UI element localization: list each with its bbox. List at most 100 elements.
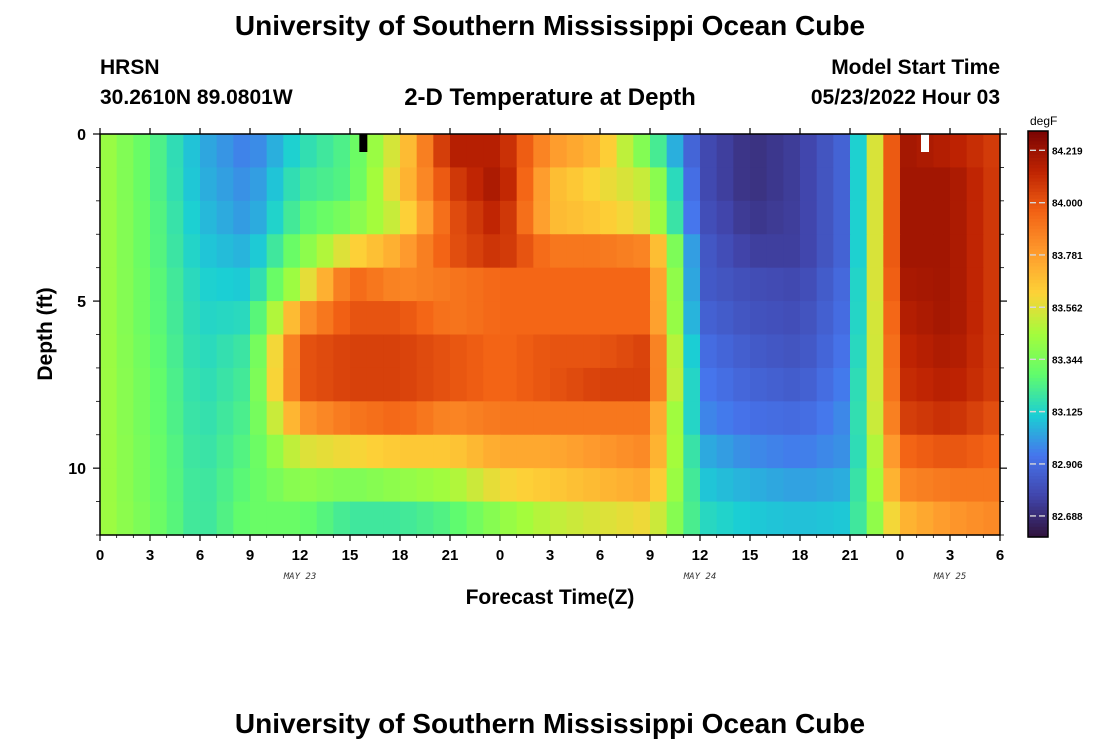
heatmap-cell [350, 367, 368, 402]
colorbar-segment [1028, 472, 1048, 477]
colorbar-segment [1028, 499, 1048, 504]
heatmap-cell [100, 301, 118, 336]
colorbar-segment [1028, 232, 1048, 237]
heatmap-cell [550, 267, 568, 302]
heatmap-cell [583, 334, 601, 369]
heatmap-cell [483, 501, 501, 536]
colorbar-segment [1028, 212, 1048, 217]
x-tick-label: 21 [442, 547, 459, 564]
colorbar-segment [1028, 371, 1048, 376]
heatmap-cell [750, 501, 768, 536]
heatmap-cell [316, 167, 334, 202]
heatmap-cell [950, 200, 968, 235]
heatmap-cell [416, 401, 434, 436]
heatmap-cell [516, 267, 534, 302]
colorbar-segment [1028, 374, 1048, 379]
heatmap-cell [416, 334, 434, 369]
heatmap-cell [916, 167, 934, 202]
heatmap-cell [600, 301, 618, 336]
heatmap-cell [533, 134, 551, 169]
heatmap-cell [383, 301, 401, 336]
heatmap-cell [550, 468, 568, 503]
heatmap-cell [600, 501, 618, 536]
heatmap-cell [150, 401, 168, 436]
heatmap-cell [250, 234, 268, 269]
x-tick-label: 9 [646, 547, 654, 564]
heatmap-cell [633, 301, 651, 336]
heatmap-cell [633, 468, 651, 503]
heatmap-cell [216, 401, 234, 436]
colorbar-segment [1028, 300, 1048, 305]
x-tick-label: 6 [196, 547, 204, 564]
colorbar-segment [1028, 195, 1048, 200]
heatmap-cell [533, 501, 551, 536]
heatmap-cell [600, 401, 618, 436]
heatmap-cell [850, 434, 868, 469]
colorbar-segment [1028, 421, 1048, 426]
heatmap-cell [716, 501, 734, 536]
heatmap-cell [466, 267, 484, 302]
heatmap-cell [816, 501, 834, 536]
heatmap-cell [250, 401, 268, 436]
heatmap-cell [700, 167, 718, 202]
heatmap-cell [750, 401, 768, 436]
y-axis: 0 5 10 [68, 127, 1007, 536]
heatmap-cell [933, 200, 951, 235]
heatmap-cell [933, 167, 951, 202]
heatmap-cell [200, 267, 218, 302]
heatmap-cell [683, 267, 701, 302]
heatmap-cell [850, 134, 868, 169]
heatmap-cell [316, 468, 334, 503]
heatmap-cell [266, 200, 284, 235]
colorbar-segment [1028, 357, 1048, 362]
heatmap-cell [716, 200, 734, 235]
heatmap-cell [450, 501, 468, 536]
colorbar-segment [1028, 418, 1048, 423]
heatmap-cell [833, 468, 851, 503]
heatmap-cell [650, 134, 668, 169]
heatmap-cell [850, 301, 868, 336]
heatmap-cell [983, 334, 1001, 369]
colorbar-segment [1028, 249, 1048, 254]
date-label: MAY 23 [283, 572, 317, 582]
heatmap-cell [100, 401, 118, 436]
station-id: HRSN [100, 56, 160, 79]
heatmap-cell [583, 234, 601, 269]
colorbar-segment [1028, 279, 1048, 284]
heatmap-cell [816, 367, 834, 402]
heatmap-cell [733, 267, 751, 302]
heatmap-cell [983, 267, 1001, 302]
heatmap-cell [533, 468, 551, 503]
heatmap-cell [500, 301, 518, 336]
colorbar-segment [1028, 259, 1048, 264]
heatmap-cell [750, 234, 768, 269]
heatmap-cell [666, 367, 684, 402]
heatmap-cell [766, 367, 784, 402]
colorbar-segment [1028, 340, 1048, 345]
colorbar-segment [1028, 489, 1048, 494]
heatmap-cell [150, 301, 168, 336]
heatmap-cell [200, 301, 218, 336]
heatmap-cell [966, 234, 984, 269]
heatmap-cell [783, 334, 801, 369]
heatmap-cell [566, 367, 584, 402]
colorbar-segment [1028, 438, 1048, 443]
heatmap-cell [933, 267, 951, 302]
heatmap-cell [316, 200, 334, 235]
heatmap-cell [950, 401, 968, 436]
heatmap-cell [433, 134, 451, 169]
heatmap-cell [300, 301, 318, 336]
heatmap-cell [650, 434, 668, 469]
heatmap-cell [483, 301, 501, 336]
heatmap-cell [116, 468, 134, 503]
colorbar-segment [1028, 205, 1048, 210]
heatmap-cell [783, 501, 801, 536]
heatmap-cell [733, 401, 751, 436]
heatmap-cell [866, 434, 884, 469]
heatmap-cell [666, 167, 684, 202]
heatmap-cell [233, 401, 251, 436]
colorbar-segment [1028, 215, 1048, 220]
heatmap-cell [283, 501, 301, 536]
heatmap-cell [333, 501, 351, 536]
colorbar-segment [1028, 154, 1048, 159]
